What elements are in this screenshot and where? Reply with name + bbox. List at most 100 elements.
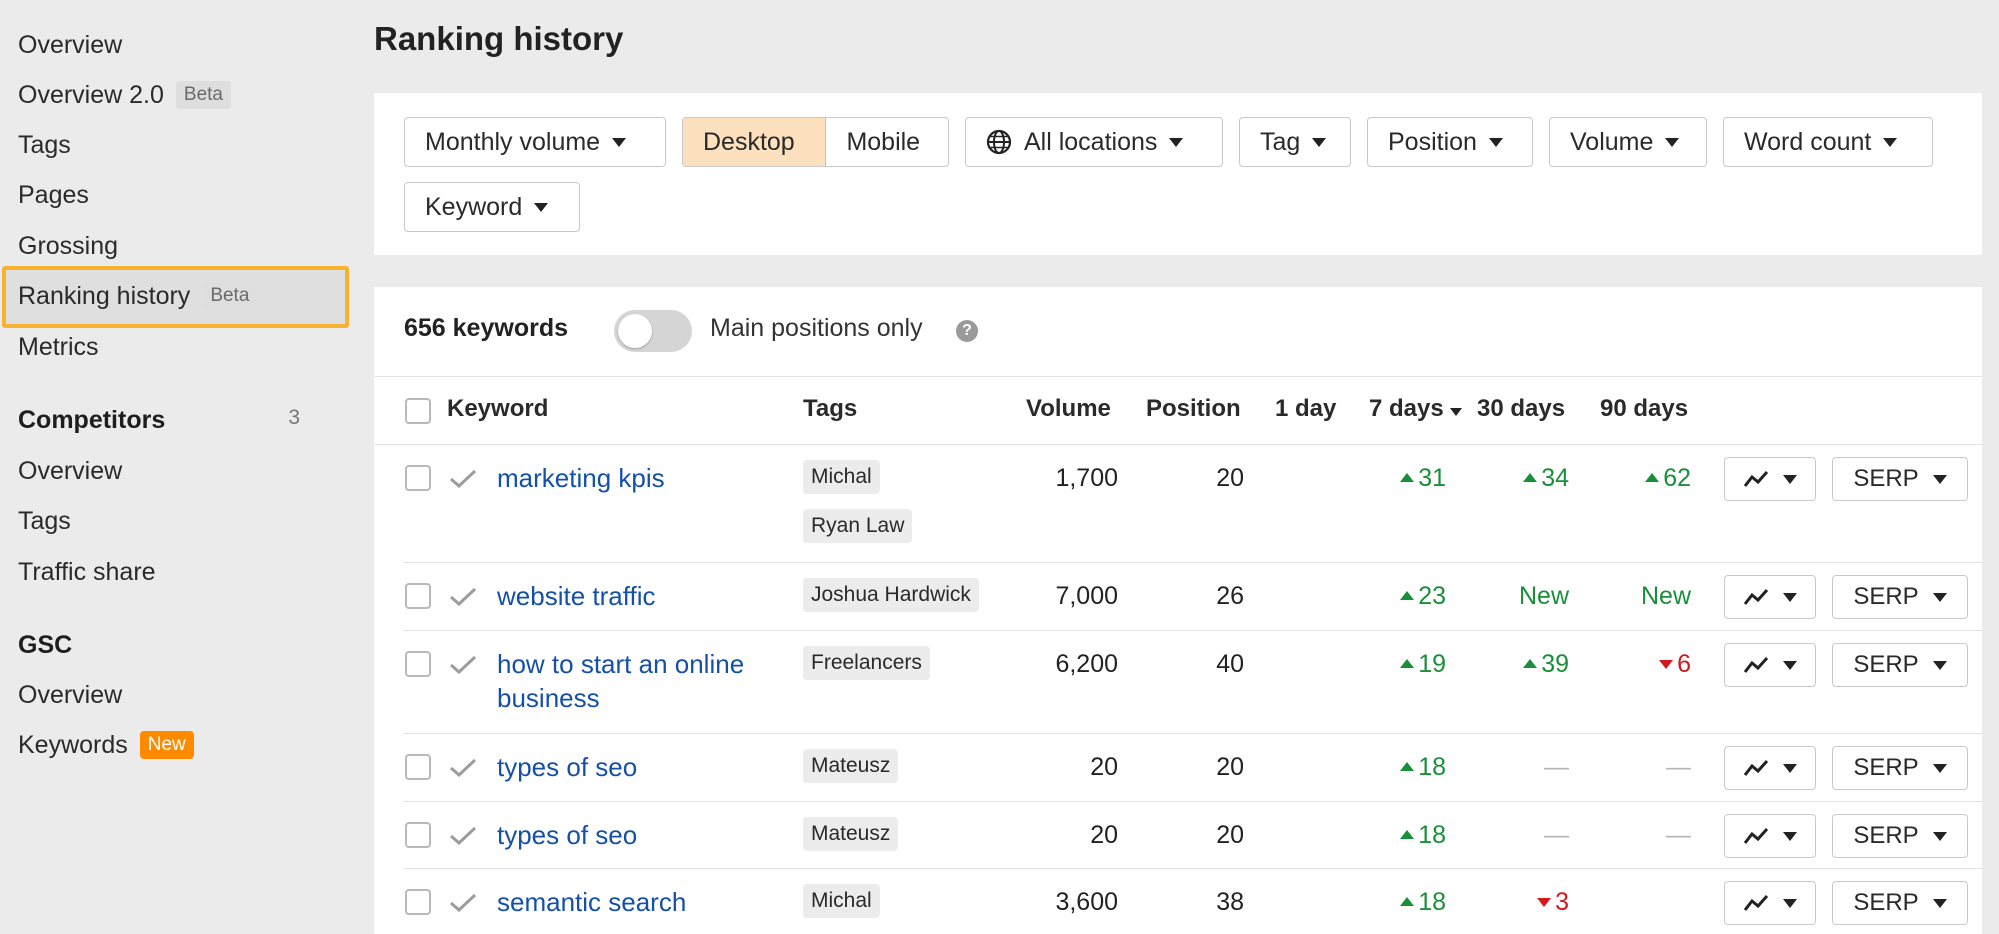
mobile-option[interactable]: Mobile xyxy=(846,127,921,156)
sidebar-active-highlight xyxy=(2,266,349,328)
keyword-link[interactable]: marketing kpis xyxy=(497,463,665,493)
history-chart-button[interactable] xyxy=(1724,575,1816,619)
column-header-tags[interactable]: Tags xyxy=(803,395,858,422)
word-count-dropdown[interactable]: Word count xyxy=(1723,117,1933,167)
change-90d-new: New xyxy=(1640,582,1691,610)
row-checkbox[interactable] xyxy=(405,465,431,491)
sidebar-item-label: Overview xyxy=(18,456,123,485)
position-dropdown[interactable]: Position xyxy=(1367,117,1533,167)
tag-chip[interactable]: Mateusz xyxy=(803,749,899,783)
history-chart-button[interactable] xyxy=(1724,457,1816,501)
history-chart-button[interactable] xyxy=(1724,746,1816,790)
trend-chart-icon xyxy=(1743,759,1769,776)
desktop-option[interactable]: Desktop xyxy=(683,118,827,166)
column-header-7-days[interactable]: 7 days xyxy=(1369,395,1462,423)
select-all-checkbox[interactable] xyxy=(405,398,431,424)
row-checkbox[interactable] xyxy=(405,651,431,677)
locations-dropdown[interactable]: All locations xyxy=(965,117,1223,167)
sidebar-item-gsc-overview[interactable]: Overview xyxy=(18,675,122,715)
serp-button[interactable]: SERP xyxy=(1832,881,1968,925)
serp-button[interactable]: SERP xyxy=(1832,746,1968,790)
keywords-table-panel: 656 keywords Main positions only ? Keywo… xyxy=(374,287,1982,934)
keyword-link[interactable]: how to start an online business xyxy=(497,649,745,713)
page-title: Ranking history xyxy=(374,20,624,57)
serp-button[interactable]: SERP xyxy=(1832,575,1968,619)
sidebar-item-competitors-tags[interactable]: Tags xyxy=(18,501,71,541)
sidebar-item-metrics[interactable]: Metrics xyxy=(18,327,99,367)
keyword-link[interactable]: types of seo xyxy=(497,752,638,782)
checkmark-icon xyxy=(450,469,477,489)
sidebar-item-overview-2[interactable]: Overview 2.0 Beta xyxy=(18,75,231,115)
volume-value: 20 xyxy=(1090,753,1118,781)
sidebar: Overview Overview 2.0 Beta Tags Pages Gro… xyxy=(0,0,350,934)
keyword-link[interactable]: types of seo xyxy=(497,820,638,850)
new-badge: New xyxy=(139,731,194,759)
column-header-90-days[interactable]: 90 days xyxy=(1600,395,1689,422)
tag-chip[interactable]: Michal xyxy=(803,460,880,494)
competitors-count: 3 xyxy=(288,406,300,429)
caret-down-icon xyxy=(1932,592,1947,602)
tag-chip[interactable]: Freelancers xyxy=(803,646,930,680)
column-header-volume[interactable]: Volume xyxy=(1026,395,1111,422)
column-header-1-day[interactable]: 1 day xyxy=(1275,395,1337,422)
history-chart-button[interactable] xyxy=(1724,643,1816,687)
serp-button[interactable]: SERP xyxy=(1832,814,1968,858)
keyword-dropdown[interactable]: Keyword xyxy=(404,182,580,232)
position-value: 38 xyxy=(1216,888,1244,916)
row-checkbox[interactable] xyxy=(405,889,431,915)
tag-chip[interactable]: Michal xyxy=(803,884,880,918)
sidebar-item-traffic-share[interactable]: Traffic share xyxy=(18,552,156,592)
divider xyxy=(374,444,1982,445)
sidebar-item-label: Traffic share xyxy=(18,557,156,586)
volume-dropdown[interactable]: Volume xyxy=(1549,117,1707,167)
sidebar-item-pages[interactable]: Pages xyxy=(18,175,89,215)
keyword-link[interactable]: semantic search xyxy=(497,887,687,917)
trend-chart-icon xyxy=(1743,588,1769,605)
main-positions-toggle[interactable] xyxy=(614,310,692,352)
change-90d: 6 xyxy=(1574,650,1691,679)
column-header-keyword[interactable]: Keyword xyxy=(447,395,549,422)
serp-button[interactable]: SERP xyxy=(1832,457,1968,501)
history-chart-button[interactable] xyxy=(1724,814,1816,858)
row-divider xyxy=(404,733,1982,734)
sidebar-item-tags[interactable]: Tags xyxy=(18,125,71,165)
row-divider xyxy=(404,630,1982,631)
keyword-link[interactable]: website traffic xyxy=(497,581,656,611)
change-30d-new: New xyxy=(1518,582,1569,610)
arrow-up-icon xyxy=(1400,829,1415,839)
row-checkbox[interactable] xyxy=(405,583,431,609)
checkmark-icon xyxy=(450,893,477,913)
column-header-30-days[interactable]: 30 days xyxy=(1477,395,1566,422)
history-chart-button[interactable] xyxy=(1724,881,1816,925)
tag-dropdown[interactable]: Tag xyxy=(1239,117,1351,167)
sidebar-item-keywords[interactable]: Keywords New xyxy=(18,725,194,765)
caret-down-icon xyxy=(1665,137,1680,147)
tag-chip[interactable]: Joshua Hardwick xyxy=(803,578,979,612)
row-checkbox[interactable] xyxy=(405,822,431,848)
column-header-position[interactable]: Position xyxy=(1146,395,1241,422)
row-divider xyxy=(404,868,1982,869)
position-value: 26 xyxy=(1216,582,1244,610)
help-icon[interactable]: ? xyxy=(956,320,978,342)
toggle-knob xyxy=(618,314,652,348)
tag-chip[interactable]: Ryan Law xyxy=(803,509,913,543)
sidebar-item-overview[interactable]: Overview xyxy=(18,25,122,65)
serp-button[interactable]: SERP xyxy=(1832,643,1968,687)
competitors-section-title: Competitors 3 xyxy=(18,406,300,434)
tag-chip[interactable]: Mateusz xyxy=(803,817,899,851)
sidebar-item-competitors-overview[interactable]: Overview xyxy=(18,451,122,491)
sidebar-item-ranking-history[interactable]: Ranking history Beta xyxy=(18,276,258,316)
caret-down-icon xyxy=(1783,660,1797,670)
filter-panel: Monthly volume Desktop Mobile All locati… xyxy=(374,93,1982,255)
change-90d-none: — xyxy=(1666,753,1691,781)
row-checkbox[interactable] xyxy=(405,754,431,780)
monthly-volume-dropdown[interactable]: Monthly volume xyxy=(404,117,666,167)
trend-chart-icon xyxy=(1743,827,1769,844)
position-value: 20 xyxy=(1216,753,1244,781)
caret-down-icon xyxy=(1883,137,1898,147)
change-7d: 18 xyxy=(1334,888,1446,917)
sidebar-item-grossing[interactable]: Grossing xyxy=(18,226,118,266)
caret-down-icon xyxy=(1783,831,1797,841)
globe-icon xyxy=(986,129,1012,155)
arrow-up-icon xyxy=(1400,590,1415,600)
